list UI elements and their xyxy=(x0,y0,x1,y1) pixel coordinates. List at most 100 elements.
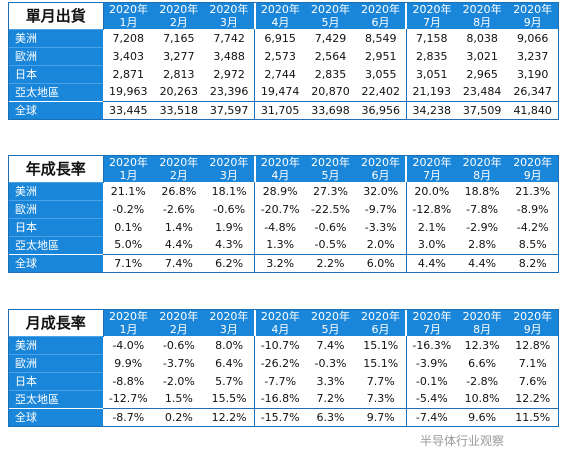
value-cell: 7.4% xyxy=(305,336,356,354)
header-row: 月成長率 2020年 1月 2020年 2月 2020年 3月 2020年 4月 2020年 5月 2… xyxy=(9,310,558,336)
value-cell: 7,429 xyxy=(305,29,356,47)
region-label: 亞太地區 xyxy=(9,389,103,408)
value-cell: 7.2% xyxy=(305,390,356,408)
value-cell: 11.5% xyxy=(507,407,558,426)
value-cell: 7.4% xyxy=(153,253,205,272)
data-table: 單月出貨 2020年 1月 2020年 2月 2020年 3月 2020年 4月 2020年 5月 2… xyxy=(9,3,558,119)
value-cell: -0.1% xyxy=(405,372,457,390)
header-month: 6月 xyxy=(371,323,390,336)
value-cell: 12.8% xyxy=(507,336,558,354)
header-month: 8月 xyxy=(473,16,492,29)
value-cell: 6.6% xyxy=(456,354,508,372)
month-header: 2020年 9月 xyxy=(507,310,558,336)
value-cell: 7.1% xyxy=(103,253,154,272)
value-cell: 33,698 xyxy=(305,100,356,119)
value-cell: 3,055 xyxy=(355,65,407,83)
value-cell: 27.3% xyxy=(305,182,356,200)
value-cell: -20.7% xyxy=(254,200,306,218)
value-cell: 4.4% xyxy=(405,253,457,272)
value-cell: -3.3% xyxy=(355,218,407,236)
header-month: 7月 xyxy=(423,16,442,29)
value-cell: 31,705 xyxy=(254,100,306,119)
header-month: 5月 xyxy=(321,169,340,182)
region-label: 全球 xyxy=(9,100,103,119)
value-cell: -8.7% xyxy=(103,407,154,426)
month-header: 2020年 6月 xyxy=(355,156,407,182)
value-cell: 1.3% xyxy=(254,236,306,254)
table-row: 日本 0.1% 1.4% 1.9% -4.8% -0.6% -3.3% 2.1% -2.9% -4… xyxy=(9,217,558,236)
month-header: 2020年 5月 xyxy=(305,3,356,29)
header-month: 5月 xyxy=(321,323,340,336)
header-year: 2020年 xyxy=(209,310,249,323)
value-cell: 2.2% xyxy=(305,253,356,272)
table-row: 歐洲 -0.2% -2.6% -0.6% -20.7% -22.5% -9.7% -12.8%… xyxy=(9,199,558,218)
header-year: 2020年 xyxy=(513,3,553,16)
value-cell: 19,474 xyxy=(254,83,306,101)
header-month: 3月 xyxy=(219,169,238,182)
header-month: 9月 xyxy=(523,16,542,29)
table-row: 歐洲 9.9% -3.7% 6.4% -26.2% -0.3% 15.1% -3.9% 6.6%… xyxy=(9,353,558,372)
header-year: 2020年 xyxy=(513,156,553,169)
month-header: 2020年 6月 xyxy=(355,310,407,336)
month-header: 2020年 7月 xyxy=(405,310,457,336)
header-month: 1月 xyxy=(119,323,138,336)
value-cell: -7.4% xyxy=(405,407,457,426)
value-cell: 2,835 xyxy=(405,47,457,65)
value-cell: 4.4% xyxy=(153,236,205,254)
value-cell: -8.9% xyxy=(507,200,558,218)
value-cell: 28.9% xyxy=(254,182,306,200)
header-year: 2020年 xyxy=(310,156,350,169)
value-cell: -0.5% xyxy=(305,236,356,254)
header-month: 1月 xyxy=(119,16,138,29)
table-row: 美洲 7,208 7,165 7,742 6,915 7,429 8,549 7,158 8,0… xyxy=(9,28,558,47)
value-cell: -9.7% xyxy=(355,200,407,218)
month-header: 2020年 6月 xyxy=(355,3,407,29)
header-year: 2020年 xyxy=(209,156,249,169)
month-header: 2020年 5月 xyxy=(305,156,356,182)
value-cell: 4.4% xyxy=(456,253,508,272)
value-cell: -7.8% xyxy=(456,200,508,218)
value-cell: 32.0% xyxy=(355,182,407,200)
header-month: 4月 xyxy=(271,169,290,182)
region-label: 全球 xyxy=(9,407,103,426)
region-label: 日本 xyxy=(9,64,103,83)
header-year: 2020年 xyxy=(159,3,199,16)
value-cell: 23,484 xyxy=(456,83,508,101)
header-year: 2020年 xyxy=(361,156,400,169)
value-cell: 8,038 xyxy=(456,29,508,47)
value-cell: 2,564 xyxy=(305,47,356,65)
region-label: 亞太地區 xyxy=(9,82,103,101)
value-cell: -2.9% xyxy=(456,218,508,236)
header-year: 2020年 xyxy=(159,156,199,169)
value-cell: -16.3% xyxy=(405,336,457,354)
value-cell: 6,915 xyxy=(254,29,306,47)
value-cell: 7.1% xyxy=(507,354,558,372)
header-month: 3月 xyxy=(219,16,238,29)
table-yoy-growth: 年成長率 2020年 1月 2020年 2月 2020年 3月 2020年 4月 2020年 5月 2… xyxy=(8,155,559,273)
value-cell: 8.5% xyxy=(507,236,558,254)
value-cell: 6.0% xyxy=(355,253,407,272)
value-cell: 1.9% xyxy=(204,218,255,236)
value-cell: -2.8% xyxy=(456,372,508,390)
value-cell: 3,488 xyxy=(204,47,255,65)
month-header: 2020年 7月 xyxy=(405,156,457,182)
table-title: 月成長率 xyxy=(9,310,104,336)
region-label: 美洲 xyxy=(9,335,103,354)
header-month: 4月 xyxy=(271,323,290,336)
header-year: 2020年 xyxy=(513,310,553,323)
value-cell: 15.1% xyxy=(355,336,407,354)
value-cell: 0.1% xyxy=(103,218,154,236)
table-title: 年成長率 xyxy=(9,156,104,182)
region-label: 日本 xyxy=(9,217,103,236)
value-cell: -2.0% xyxy=(153,372,205,390)
header-month: 8月 xyxy=(473,169,492,182)
table-row: 美洲 -4.0% -0.6% 8.0% -10.7% 7.4% 15.1% -16.3% 12.… xyxy=(9,335,558,354)
region-label: 美洲 xyxy=(9,28,103,47)
watermark: 半导体行业观察 xyxy=(420,434,505,448)
month-header: 2020年 3月 xyxy=(204,3,255,29)
header-month: 2月 xyxy=(169,169,188,182)
table-title: 單月出貨 xyxy=(9,3,104,29)
value-cell: 9,066 xyxy=(507,29,558,47)
value-cell: -0.6% xyxy=(305,218,356,236)
value-cell: -0.6% xyxy=(204,200,255,218)
